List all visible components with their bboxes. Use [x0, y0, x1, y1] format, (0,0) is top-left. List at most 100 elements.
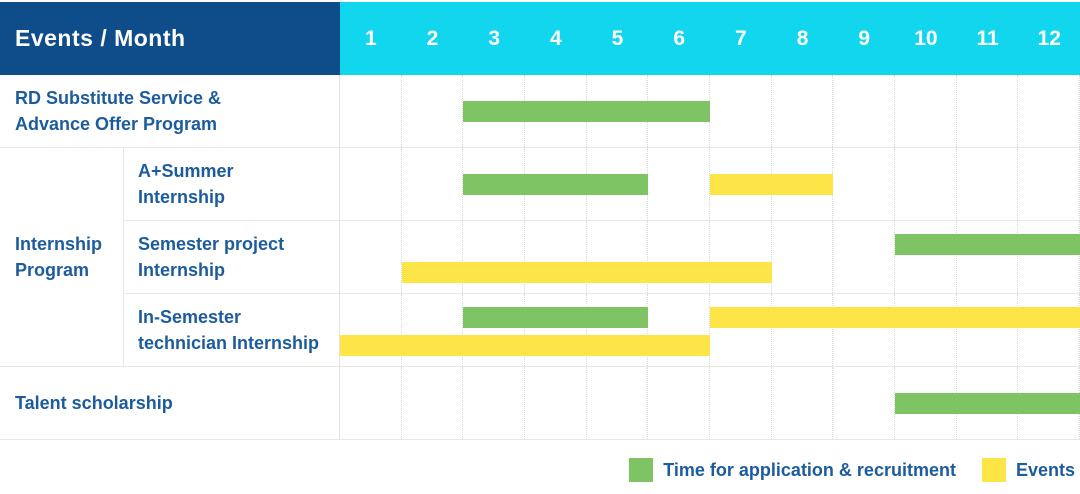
month-cell — [957, 75, 1019, 147]
month-cell — [772, 367, 834, 439]
month-cell — [710, 75, 772, 147]
month-label-12: 12 — [1037, 26, 1061, 50]
row-label-text: Semester project — [138, 234, 285, 254]
events-month-header-cell: Events / Month — [0, 2, 340, 75]
row-label-text: A+Summer — [138, 161, 234, 181]
month-cell — [772, 75, 834, 147]
month-label-4: 4 — [550, 26, 562, 50]
month-cell — [833, 148, 896, 220]
month-cell — [463, 367, 526, 439]
month-cell — [402, 367, 464, 439]
row-label-text: In-Semester — [138, 307, 242, 327]
month-cell — [587, 367, 649, 439]
legend-item-events: Events — [981, 458, 1075, 482]
row-label-text: Advance Offer Program — [15, 114, 218, 134]
month-cell — [648, 367, 711, 439]
month-cell — [402, 221, 464, 293]
month-cell — [340, 294, 402, 366]
month-cell — [402, 294, 464, 366]
row-label-column: RD Substitute Service & Advance Offer Pro… — [0, 75, 340, 440]
row-label-text: technician Internship — [138, 333, 320, 353]
row-label-text: Talent scholarship — [15, 393, 173, 413]
month-cell — [525, 367, 587, 439]
bar-event — [401, 262, 772, 283]
month-label-6: 6 — [673, 26, 686, 50]
month-cell — [710, 367, 772, 439]
month-cell — [895, 148, 957, 220]
group-label-cell: Internship Program — [0, 148, 124, 366]
month-cell — [1018, 75, 1080, 147]
row-label-a-plus-summer-internship: A+Summer Internship — [124, 148, 339, 221]
month-cell — [895, 75, 957, 147]
legend-item-application: Time for application & recruitment — [629, 458, 956, 482]
month-header-row: 1 2 3 4 5 6 7 8 9 10 11 12 — [340, 2, 1080, 75]
row-label-talent-scholarship: Talent scholarship — [0, 367, 339, 440]
month-cell — [1018, 148, 1080, 220]
month-label-5: 5 — [611, 26, 624, 50]
month-cell — [833, 75, 896, 147]
row-label-semester-project-internship: Semester project Internship — [124, 221, 339, 294]
bar-application — [463, 307, 649, 328]
chart-row-in-semester-technician-internship — [340, 294, 1080, 367]
month-cell — [648, 221, 711, 293]
row-label-text: Internship — [138, 260, 226, 280]
month-label-9: 9 — [858, 26, 871, 50]
month-cell — [710, 221, 772, 293]
row-label-in-semester-technician-internship: In-Semester technician Internship — [124, 294, 339, 366]
month-cell — [402, 148, 464, 220]
month-cell — [340, 75, 402, 147]
legend-label-application: Time for application & recruitment — [663, 459, 956, 480]
bar-application — [463, 174, 649, 195]
month-cell — [772, 221, 834, 293]
month-cell — [340, 148, 402, 220]
row-label-rd-substitute-service: RD Substitute Service & Advance Offer Pro… — [0, 75, 339, 148]
bar-application — [463, 101, 710, 122]
month-cell — [1018, 221, 1080, 293]
month-cell — [525, 294, 587, 366]
bar-event — [340, 335, 710, 356]
bar-event — [710, 307, 1080, 328]
month-label-3: 3 — [488, 26, 501, 50]
month-label-8: 8 — [796, 26, 809, 50]
month-cell — [957, 221, 1019, 293]
internship-program-group: Internship Program A+Summer Internship Semes… — [0, 148, 339, 367]
month-label-10: 10 — [914, 26, 938, 50]
group-sub-rows: A+Summer Internship Semester project Intern… — [124, 148, 339, 366]
month-label-11: 11 — [976, 26, 999, 50]
bar-application — [895, 234, 1080, 255]
month-cell — [402, 75, 464, 147]
row-label-text: RD Substitute Service & — [15, 88, 222, 108]
legend: Time for application & recruitment Event… — [603, 458, 1075, 482]
events-swatch-icon — [981, 458, 1006, 482]
application-swatch-icon — [629, 458, 654, 482]
chart-row-rd-substitute-service — [340, 75, 1080, 148]
month-cell — [895, 294, 957, 366]
month-cell — [833, 294, 896, 366]
month-cell — [648, 148, 711, 220]
month-cell — [340, 367, 402, 439]
header-title: Events / Month — [15, 25, 186, 51]
group-label-text: Internship — [15, 234, 103, 254]
month-cell — [648, 294, 711, 366]
month-cell — [525, 221, 587, 293]
month-cell — [340, 221, 402, 293]
month-cell — [833, 221, 896, 293]
group-label-text: Program — [15, 260, 90, 280]
gantt-grid — [340, 75, 1080, 440]
month-cell — [463, 294, 526, 366]
month-label-2: 2 — [426, 26, 439, 50]
bar-application — [895, 393, 1080, 414]
month-cell — [895, 221, 957, 293]
month-cell — [710, 294, 772, 366]
row-label-text: Internship — [138, 187, 226, 207]
month-label-1: 1 — [364, 26, 377, 50]
month-cell — [587, 221, 649, 293]
month-cell — [1018, 294, 1080, 366]
month-cell — [463, 221, 526, 293]
schedule-table: Events / Month 1 2 3 4 5 6 7 8 9 10 11 12 RD Substi… — [0, 2, 1080, 440]
month-cell — [957, 148, 1019, 220]
table-body: RD Substitute Service & Advance Offer Pro… — [0, 75, 1080, 440]
table-header: Events / Month 1 2 3 4 5 6 7 8 9 10 11 12 — [0, 2, 1080, 75]
chart-row-semester-project-internship — [340, 221, 1080, 294]
